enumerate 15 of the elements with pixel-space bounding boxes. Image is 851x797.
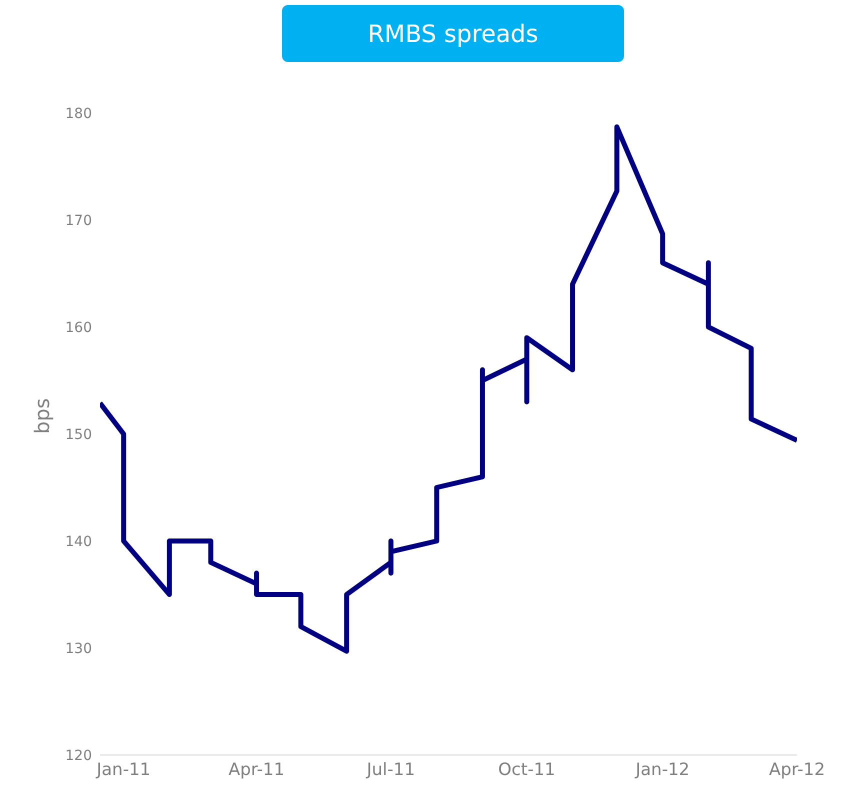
y-tick-label: 130 [65, 640, 92, 657]
y-tick-label: 140 [65, 534, 92, 550]
y-tick-label: 160 [65, 320, 92, 336]
x-tick-label: Jan-12 [634, 760, 690, 780]
x-tick-label: Apr-11 [228, 760, 285, 780]
y-tick-label: 180 [65, 106, 92, 122]
y-tick-label: 150 [65, 426, 92, 443]
x-tick-label: Jan-11 [96, 760, 151, 780]
x-tick-label: Oct-11 [498, 760, 556, 780]
x-tick-label: Jul-11 [366, 760, 416, 780]
x-tick-label: Apr-12 [768, 760, 826, 780]
y-tick-label: 120 [65, 748, 92, 764]
y-tick-label: 170 [65, 212, 92, 229]
chart-title: RMBS spreads [282, 5, 624, 62]
y-axis-title: bps [30, 398, 54, 434]
